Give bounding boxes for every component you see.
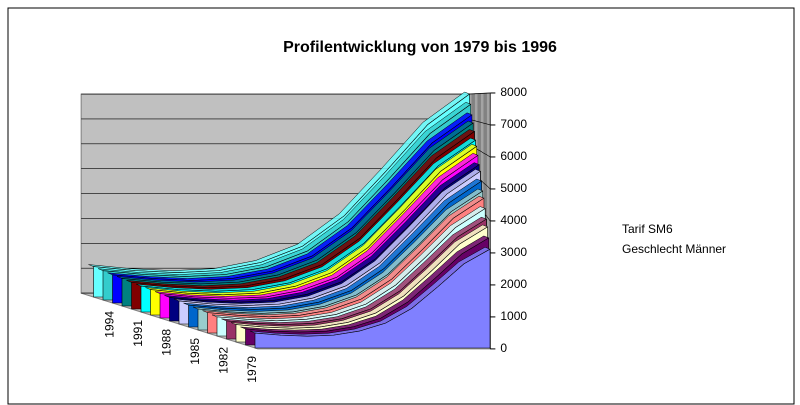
depth-tick-label: 1985	[188, 338, 202, 365]
series-area	[254, 248, 491, 349]
y-tick-label: 0	[500, 341, 507, 355]
y-tick-label: 5000	[500, 181, 527, 195]
chart-title: Profilentwicklung von 1979 bis 1996	[283, 39, 557, 56]
y-tick-label: 4000	[500, 213, 527, 227]
depth-tick-label: 1991	[131, 320, 145, 347]
annotation: Geschlecht Männer	[622, 242, 726, 256]
depth-tick-label: 1988	[160, 329, 174, 356]
y-tick-label: 3000	[500, 245, 527, 259]
depth-tick-label: 1979	[245, 356, 259, 383]
annotation: Tarif SM6	[622, 222, 673, 236]
depth-tick-label: 1994	[103, 311, 117, 338]
depth-tick-label: 1982	[217, 347, 231, 374]
y-tick-label: 7000	[500, 117, 527, 131]
y-tick-label: 2000	[500, 277, 527, 291]
y-tick-label: 6000	[500, 149, 527, 163]
y-tick-label: 1000	[500, 309, 527, 323]
y-tick-label: 8000	[500, 85, 527, 99]
